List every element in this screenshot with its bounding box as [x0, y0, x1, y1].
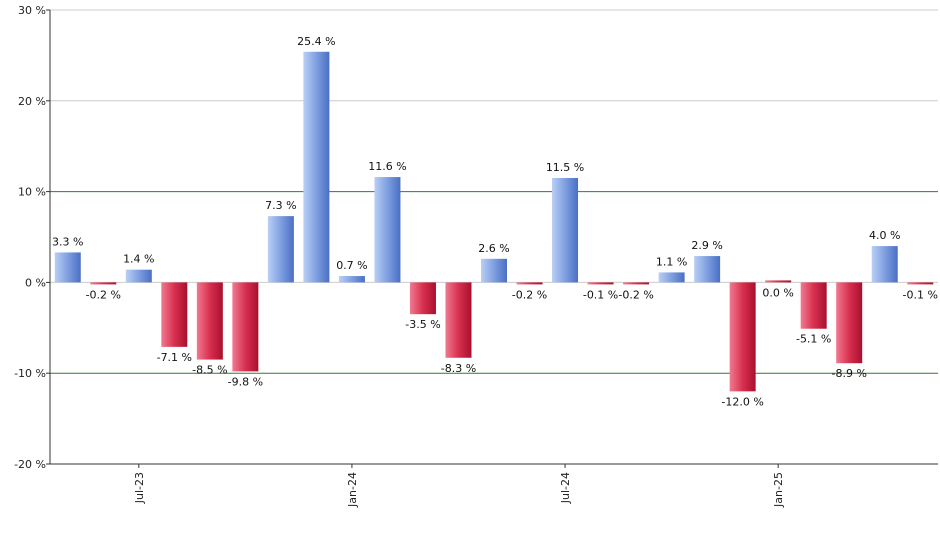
bar [196, 282, 223, 360]
y-tick-label: -20 % [14, 458, 46, 471]
bar [54, 252, 81, 283]
data-label: -0.2 % [618, 288, 653, 301]
bar [374, 177, 401, 283]
bar [161, 282, 188, 347]
axes: 30 % 20 % 10 % 0 % -10 % -20 % Jul-23 Jan-24 Jul… [14, 4, 938, 508]
bar [125, 269, 152, 283]
data-label: 3.3 % [52, 235, 83, 248]
data-label: 1.4 % [123, 253, 154, 266]
bar [516, 282, 543, 285]
bar [871, 246, 898, 283]
data-label: 2.9 % [691, 239, 722, 252]
bar [445, 282, 472, 358]
data-label: 2.6 % [478, 242, 509, 255]
bar [587, 282, 614, 285]
data-label: -0.1 % [903, 288, 938, 301]
data-label: 4.0 % [869, 229, 900, 242]
reference-lines [50, 191, 938, 374]
y-tick-label: 0 % [25, 276, 46, 289]
data-label: -9.8 % [228, 375, 263, 388]
data-label: 11.5 % [546, 161, 584, 174]
x-tick-label: Jan-24 [346, 472, 359, 508]
bars [54, 51, 934, 392]
data-label: -3.5 % [405, 318, 440, 331]
data-label: 0.0 % [762, 286, 793, 299]
bar [90, 282, 117, 285]
bar [907, 282, 934, 285]
data-label: -0.2 % [512, 288, 547, 301]
data-label: -8.9 % [831, 367, 866, 380]
data-label: -5.1 % [796, 333, 831, 346]
bar [729, 282, 756, 392]
bar [694, 256, 721, 283]
bar [232, 282, 259, 372]
x-tick-label: Jan-25 [772, 472, 785, 508]
data-label: -0.1 % [583, 288, 618, 301]
bar [409, 282, 436, 315]
y-tick-label: 20 % [18, 95, 46, 108]
data-label: 1.1 % [656, 255, 687, 268]
data-label: -8.5 % [192, 364, 227, 377]
bar [800, 282, 827, 329]
data-label: 25.4 % [297, 35, 335, 48]
data-labels: 3.3 % -0.2 % 1.4 % -7.1 %-8.5 %-9.8 % 7.3 % 2… [52, 35, 938, 409]
data-label: 7.3 % [265, 199, 296, 212]
y-tick-label: -10 % [14, 367, 46, 380]
y-tick-label: 30 % [18, 4, 46, 17]
data-label: -8.3 % [441, 362, 476, 375]
bar [338, 276, 365, 283]
bar [552, 177, 579, 283]
bar [836, 282, 863, 364]
x-tick-label: Jul-24 [559, 472, 572, 504]
bar [303, 51, 330, 283]
bar [623, 282, 650, 285]
data-label: -12.0 % [721, 395, 763, 408]
bar [267, 216, 294, 283]
data-label: -7.1 % [157, 351, 192, 364]
bar [481, 258, 507, 283]
bar [658, 272, 685, 283]
data-label: -0.2 % [86, 288, 121, 301]
bar [765, 280, 792, 283]
data-label: 11.6 % [368, 160, 406, 173]
y-tick-label: 10 % [18, 186, 46, 199]
data-label: 0.7 % [336, 259, 367, 272]
gridlines [50, 9, 938, 465]
x-tick-label: Jul-23 [133, 472, 146, 504]
